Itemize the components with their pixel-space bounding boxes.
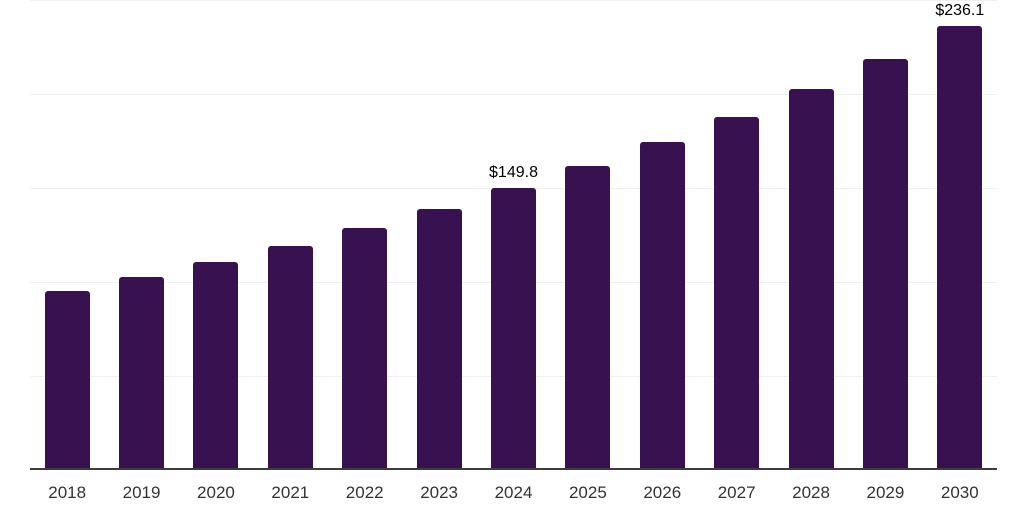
- x-axis-line: [30, 468, 997, 470]
- x-axis-tick-label: 2029: [866, 483, 905, 502]
- bar-2023: [416, 208, 462, 470]
- x-axis-tick-label: 2026: [643, 483, 682, 502]
- x-axis-tick-label: 2023: [420, 483, 459, 502]
- data-label-2024: $149.8: [489, 164, 538, 182]
- x-axis-tick-label: 2022: [345, 483, 384, 502]
- x-axis-tick-label: 2027: [717, 483, 756, 502]
- bar-2027: [714, 116, 760, 470]
- bar-2022: [342, 227, 388, 470]
- gridline: [30, 94, 997, 95]
- x-axis-tick-label: 2028: [792, 483, 830, 502]
- plot-area: $149.8 $236.1: [30, 0, 997, 470]
- bar-2029: [862, 58, 908, 470]
- bar-2019: [119, 277, 165, 470]
- bar-2021: [267, 245, 313, 470]
- bar-2020: [193, 261, 239, 470]
- bar-2018: [44, 291, 90, 470]
- x-axis-tick-label: 2018: [48, 483, 87, 502]
- x-axis-tick-label: 2021: [271, 483, 310, 502]
- x-axis-tick-label: 2019: [122, 483, 161, 502]
- bar-2025: [565, 166, 611, 470]
- bar-2028: [788, 88, 834, 470]
- bar-2026: [639, 142, 685, 470]
- data-label-2030: $236.1: [935, 2, 985, 20]
- x-axis-tick-label: 2025: [568, 483, 607, 502]
- x-axis-tick-label: 2020: [197, 483, 235, 502]
- bar-2024: [491, 188, 536, 470]
- gridline: [30, 0, 997, 1]
- x-axis-tick-label: 2030: [940, 483, 979, 502]
- x-axis-tick-label: 2024: [494, 483, 533, 502]
- bar-2030: [937, 26, 983, 470]
